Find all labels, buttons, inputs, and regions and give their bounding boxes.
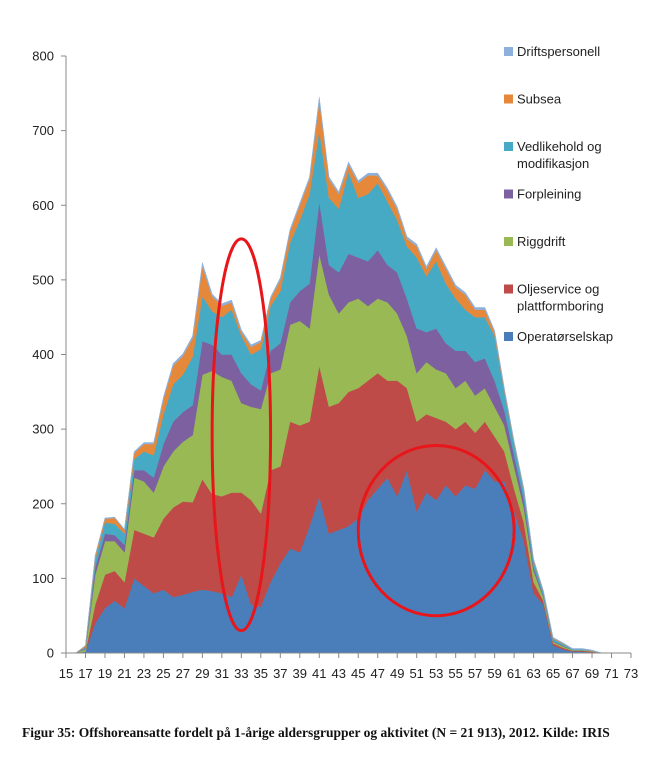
highlight-ellipse-2: [356, 444, 516, 618]
legend-swatch: [504, 237, 513, 246]
x-tick-label: 23: [137, 666, 151, 681]
y-tick-label: 400: [32, 347, 54, 362]
x-tick-label: 51: [409, 666, 423, 681]
x-tick-label: 33: [234, 666, 248, 681]
x-tick-label: 29: [195, 666, 209, 681]
x-tick-label: 17: [78, 666, 92, 681]
legend-swatch: [504, 284, 513, 294]
x-tick-label: 67: [565, 666, 579, 681]
x-tick-label: 55: [448, 666, 462, 681]
x-tick-label: 31: [215, 666, 229, 681]
y-tick-label: 100: [32, 571, 54, 586]
y-tick-label: 700: [32, 123, 54, 138]
x-tick-label: 39: [293, 666, 307, 681]
legend-label: Subsea: [517, 92, 562, 107]
legend-swatch: [504, 142, 513, 151]
x-tick-label: 19: [98, 666, 112, 681]
x-tick-label: 63: [526, 666, 540, 681]
x-tick-label: 43: [332, 666, 346, 681]
x-tick-label: 21: [117, 666, 131, 681]
legend-label: Riggdrift: [517, 234, 566, 249]
series-area-7: [66, 97, 631, 654]
x-tick-label: 35: [254, 666, 268, 681]
y-tick-label: 500: [32, 272, 54, 287]
legend-label: Oljeservice og plattformboring: [517, 282, 604, 314]
x-tick-label: 71: [604, 666, 618, 681]
legend-label: Vedlikehold og modifikasjon: [517, 139, 602, 171]
plot-areas: [66, 97, 631, 654]
x-tick-label: 47: [370, 666, 384, 681]
legend-swatch: [504, 332, 513, 341]
x-tick-label: 69: [585, 666, 599, 681]
x-tick-label: 53: [429, 666, 443, 681]
x-tick-label: 73: [624, 666, 638, 681]
x-axis-ticks: 15 17 19 21 23 25 27 29 31 33 35 37 39 41 43 45 47 49 51 53…: [59, 653, 638, 681]
legend-swatch: [504, 94, 513, 104]
legend-swatch: [504, 189, 513, 199]
legend: Driftspersonell Subsea Vedlikehold og modif…: [504, 44, 613, 344]
y-tick-label: 200: [32, 496, 54, 511]
x-tick-label: 49: [390, 666, 404, 681]
legend-label: Operatørselskap: [517, 329, 613, 344]
stacked-area-chart: 0 100 200 300 400 500 600 700 800 15 17 19 21 23 25 27…: [32, 44, 638, 681]
x-tick-label: 27: [176, 666, 190, 681]
x-tick-label: 65: [546, 666, 560, 681]
highlight-ellipse-1: [210, 237, 273, 633]
x-tick-label: 25: [156, 666, 170, 681]
x-tick-label: 61: [507, 666, 521, 681]
y-tick-label: 600: [32, 198, 54, 213]
y-axis-ticks: 0 100 200 300 400 500 600 700 800: [32, 49, 66, 661]
x-tick-label: 59: [487, 666, 501, 681]
x-tick-label: 45: [351, 666, 365, 681]
annotations: [210, 237, 516, 633]
y-tick-label: 800: [32, 49, 54, 64]
y-tick-label: 300: [32, 422, 54, 437]
figure-caption: Figur 35: Offshoreansatte fordelt på 1-å…: [22, 725, 610, 740]
legend-label: Driftspersonell: [517, 44, 600, 59]
x-tick-label: 41: [312, 666, 326, 681]
legend-label: Forpleining: [517, 187, 581, 202]
x-tick-label: 15: [59, 666, 73, 681]
x-tick-label: 37: [273, 666, 287, 681]
legend-swatch: [504, 47, 513, 56]
x-tick-label: 57: [468, 666, 482, 681]
y-tick-label: 0: [47, 646, 54, 661]
